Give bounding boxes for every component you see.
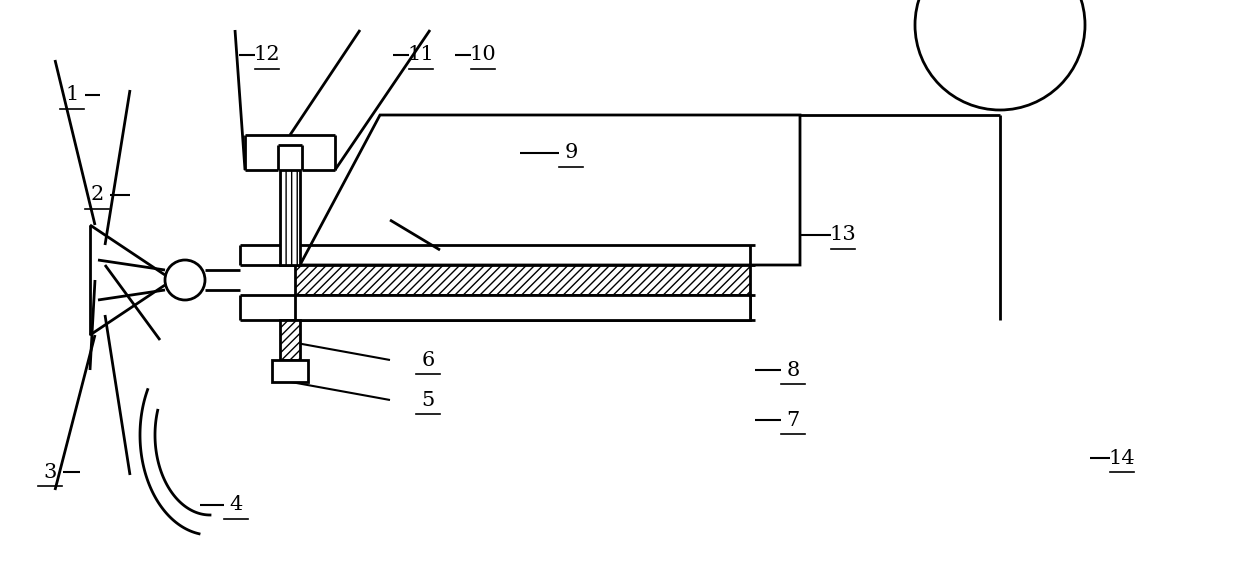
Text: 8: 8: [787, 360, 799, 380]
Text: 12: 12: [254, 46, 280, 64]
Text: 11: 11: [408, 46, 435, 64]
Circle shape: [165, 260, 204, 300]
Bar: [280, 320, 300, 360]
Text: 5: 5: [421, 390, 435, 409]
Bar: [295, 265, 750, 295]
Text: 6: 6: [421, 351, 435, 369]
Text: 4: 4: [229, 495, 243, 515]
Text: 14: 14: [1109, 449, 1135, 467]
Bar: [280, 170, 300, 265]
Bar: [295, 295, 750, 320]
Text: 1: 1: [66, 86, 79, 104]
Text: 7: 7: [787, 410, 799, 430]
Text: 2: 2: [90, 185, 104, 205]
Text: 3: 3: [43, 462, 57, 482]
Text: 13: 13: [830, 226, 856, 245]
Text: 10: 10: [470, 46, 497, 64]
Bar: [273, 360, 309, 382]
Circle shape: [914, 0, 1085, 110]
Text: 9: 9: [564, 144, 577, 162]
Polygon shape: [300, 115, 800, 265]
